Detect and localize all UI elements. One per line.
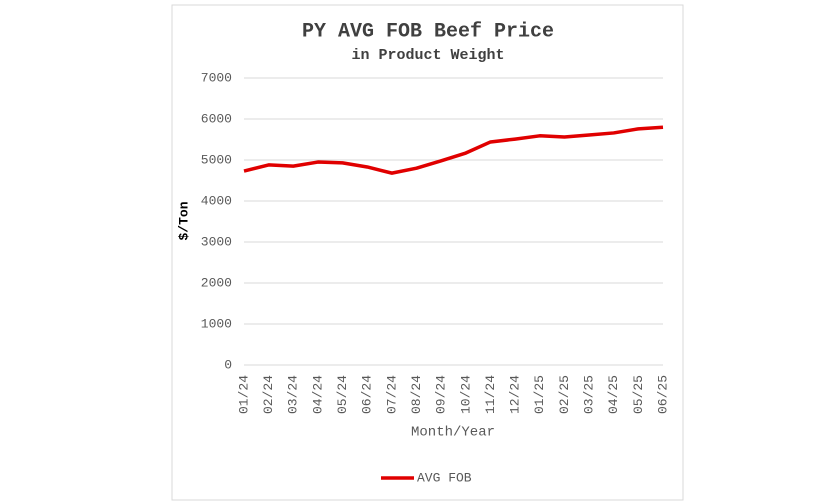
y-tick-label: 1000 <box>201 316 232 331</box>
y-tick-label: 4000 <box>201 193 232 208</box>
legend-label: AVG FOB <box>417 470 472 485</box>
x-tick-label: 05/25 <box>631 375 646 414</box>
x-tick-label: 10/24 <box>458 375 473 414</box>
y-tick-label: 3000 <box>201 234 232 249</box>
chart-subtitle: in Product Weight <box>351 47 504 64</box>
x-tick-label: 02/25 <box>557 375 572 414</box>
chart-title: PY AVG FOB Beef Price <box>302 20 554 43</box>
x-tick-label: 02/24 <box>261 375 276 414</box>
x-tick-label: 06/24 <box>360 375 375 414</box>
x-tick-label: 04/24 <box>310 375 325 414</box>
data-line <box>243 125 664 175</box>
y-tick-label: 2000 <box>201 275 232 290</box>
x-axis-label: Month/Year <box>411 425 495 441</box>
y-tick-label: 7000 <box>201 70 232 85</box>
x-tick-label: 11/24 <box>483 375 498 414</box>
x-tick-label: 12/24 <box>508 375 523 414</box>
x-tick-label: 09/24 <box>434 375 449 414</box>
y-tick-label: 5000 <box>201 152 232 167</box>
y-axis-label: $/Ton <box>176 201 191 240</box>
chart-frame <box>171 4 684 501</box>
x-tick-label: 08/24 <box>409 375 424 414</box>
x-tick-label: 06/25 <box>655 375 670 414</box>
x-tick-label: 03/24 <box>286 375 301 414</box>
y-tick-label: 0 <box>224 357 232 372</box>
x-tick-label: 03/25 <box>581 375 596 414</box>
x-tick-label: 07/24 <box>384 375 399 414</box>
x-tick-label: 04/25 <box>606 375 621 414</box>
x-tick-label: 01/25 <box>532 375 547 414</box>
x-tick-label: 05/24 <box>335 375 350 414</box>
y-tick-label: 6000 <box>201 111 232 126</box>
x-tick-label: 01/24 <box>236 375 251 414</box>
